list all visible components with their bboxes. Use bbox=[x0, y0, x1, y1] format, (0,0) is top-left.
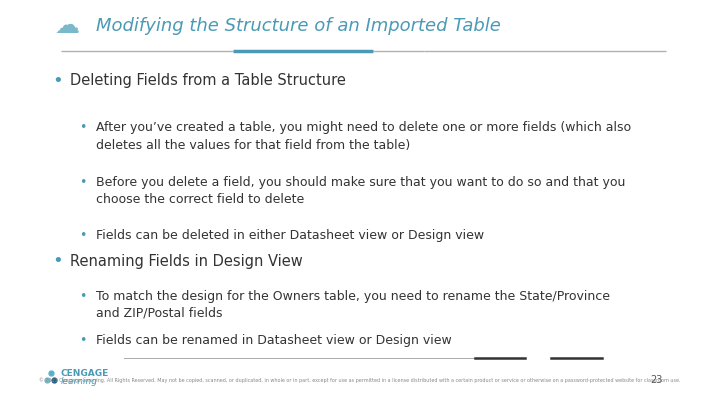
Text: After you’ve created a table, you might need to delete one or more fields (which: After you’ve created a table, you might … bbox=[96, 122, 631, 151]
Text: •: • bbox=[53, 252, 63, 270]
Text: learning: learning bbox=[61, 377, 98, 386]
Text: ☁: ☁ bbox=[55, 14, 80, 38]
Text: CENGAGE: CENGAGE bbox=[61, 369, 109, 378]
Text: Modifying the Structure of an Imported Table: Modifying the Structure of an Imported T… bbox=[96, 17, 500, 35]
Text: 23: 23 bbox=[650, 375, 662, 385]
Text: To match the design for the Owners table, you need to rename the State/Province
: To match the design for the Owners table… bbox=[96, 290, 610, 320]
Text: •: • bbox=[53, 72, 63, 90]
Text: •: • bbox=[79, 229, 87, 242]
Text: Fields can be renamed in Datasheet view or Design view: Fields can be renamed in Datasheet view … bbox=[96, 334, 451, 347]
Text: Renaming Fields in Design View: Renaming Fields in Design View bbox=[71, 254, 303, 269]
Text: © 2013 Cengage Learning. All Rights Reserved. May not be copied, scanned, or dup: © 2013 Cengage Learning. All Rights Rese… bbox=[40, 377, 680, 383]
Text: •: • bbox=[79, 176, 87, 189]
Text: Before you delete a field, you should make sure that you want to do so and that : Before you delete a field, you should ma… bbox=[96, 176, 625, 206]
Text: •: • bbox=[79, 334, 87, 347]
Text: •: • bbox=[79, 122, 87, 134]
Text: Deleting Fields from a Table Structure: Deleting Fields from a Table Structure bbox=[71, 73, 346, 89]
Text: Fields can be deleted in either Datasheet view or Design view: Fields can be deleted in either Datashee… bbox=[96, 229, 484, 242]
Text: •: • bbox=[79, 290, 87, 303]
